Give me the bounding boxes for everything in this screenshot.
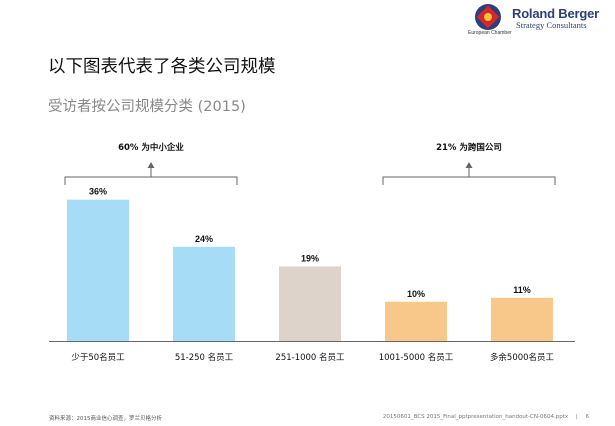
category-label-3: 1001-5000 名员工 — [379, 352, 454, 363]
page-number: 6 — [585, 414, 590, 420]
group-label-1: 21% 为跨国公司 — [436, 142, 502, 153]
logo-brand: Roland Berger — [512, 6, 599, 21]
category-label-4: 多余5000名员工 — [490, 352, 555, 363]
group-arrow-head-0 — [147, 162, 155, 168]
bar-1 — [173, 246, 235, 341]
logo-chamber: European Chamber — [468, 30, 512, 36]
group-arrow-head-1 — [465, 162, 473, 168]
data-label-2: 19% — [301, 253, 319, 263]
page-title: 以下图表代表了各类公司规模 — [48, 57, 276, 77]
bar-3 — [385, 301, 447, 341]
category-label-1: 51-250 名员工 — [175, 352, 234, 363]
source-note: 资料来源：2015商业信心调查，罗兰贝格分析 — [49, 416, 162, 422]
category-label-0: 少于50名员工 — [71, 352, 125, 363]
group-label-0: 60% 为中小企业 — [118, 142, 184, 153]
data-label-3: 10% — [407, 289, 425, 299]
bar-4 — [491, 297, 553, 341]
page-subtitle: 受访者按公司规模分类 (2015) — [48, 99, 246, 115]
data-label-1: 24% — [195, 234, 213, 244]
logo-subtitle: Strategy Consultants — [516, 20, 587, 30]
group-bracket-1 — [382, 176, 556, 185]
footer-divider: | — [575, 414, 578, 420]
bar-0 — [67, 199, 129, 341]
european-chamber-logo-icon — [475, 4, 501, 30]
group-bracket-0 — [64, 176, 238, 185]
footer-file: 20150601_BCS 2015_Final_pptpresentation_… — [383, 414, 589, 420]
file-name: 20150601_BCS 2015_Final_pptpresentation_… — [382, 414, 569, 420]
data-label-0: 36% — [89, 187, 107, 197]
bar-2 — [279, 266, 341, 341]
category-label-2: 251-1000 名员工 — [275, 352, 345, 363]
logo: Roland Berger Strategy Consultants Europ… — [468, 2, 608, 38]
data-label-4: 11% — [513, 285, 531, 295]
